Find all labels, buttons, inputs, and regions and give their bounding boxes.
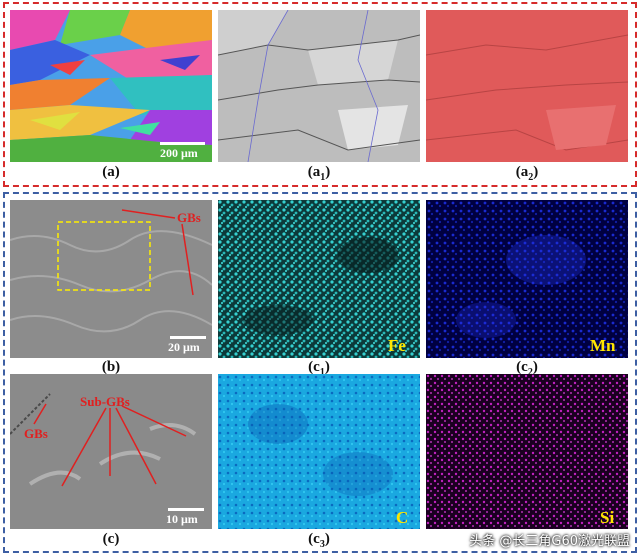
caption-a: (a): [102, 164, 120, 180]
element-label-si: Si: [600, 508, 615, 527]
element-label-c: C: [396, 508, 409, 527]
annotation-gbs-c: GBs: [24, 426, 48, 441]
top-group-frame: [3, 2, 637, 187]
scale-label-b: 20 μm: [168, 340, 200, 354]
annotation-sub-gbs: Sub-GBs: [80, 394, 130, 409]
scale-label-c: 10 μm: [166, 512, 198, 526]
panel-a1-boundary-map: [218, 10, 420, 162]
panel-c2-mn-map: Mn: [426, 200, 628, 358]
scale-label-a: 200 μm: [160, 146, 198, 160]
caption-c3: (c3): [308, 531, 330, 550]
element-label-mn: Mn: [590, 336, 616, 355]
element-label-fe: Fe: [388, 336, 406, 355]
panel-c-sem-image: Sub-GBs GBs 10 μm: [10, 374, 212, 529]
panel-c4-si-map: Si: [426, 374, 628, 529]
panel-b-sem-image: GBs 20 μm: [10, 200, 212, 358]
scale-bar-c: [168, 508, 204, 511]
scale-bar-a: [160, 142, 205, 145]
panel-c3-c-map: C: [218, 374, 420, 529]
scale-bar-b: [170, 336, 206, 339]
caption-c2: (c2): [516, 359, 538, 378]
caption-c1: (c1): [308, 359, 330, 378]
caption-a1: (a1): [307, 164, 331, 183]
caption-c: (c): [102, 531, 120, 547]
panel-a-ebsd-map: 200 μm: [10, 10, 212, 162]
caption-b: (b): [101, 359, 121, 375]
annotation-gbs-b: GBs: [177, 210, 201, 225]
watermark: 头条 @长三角G60激光联盟: [469, 534, 630, 549]
panel-c1-fe-map: Fe: [218, 200, 420, 358]
bottom-group-frame: [3, 192, 637, 553]
panel-a2-phase-map: [426, 10, 628, 162]
caption-a2: (a2): [515, 164, 539, 183]
